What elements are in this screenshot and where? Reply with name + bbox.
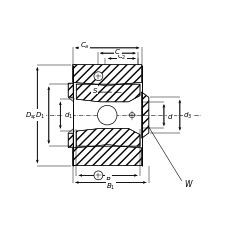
Polygon shape xyxy=(72,145,141,166)
Text: $B_1$: $B_1$ xyxy=(106,181,115,191)
Circle shape xyxy=(94,72,102,81)
Text: $B$: $B$ xyxy=(104,174,111,183)
Polygon shape xyxy=(72,65,141,87)
Polygon shape xyxy=(68,84,72,98)
Text: $C_a$: $C_a$ xyxy=(79,41,89,51)
Text: $d_3$: $d_3$ xyxy=(183,111,192,121)
Polygon shape xyxy=(76,129,139,147)
Polygon shape xyxy=(68,133,72,147)
Circle shape xyxy=(94,171,102,180)
Text: $d_1$: $d_1$ xyxy=(63,111,72,121)
Text: $d$: $d$ xyxy=(166,111,173,120)
Circle shape xyxy=(97,106,117,125)
Text: $C_2$: $C_2$ xyxy=(117,51,126,61)
Text: $D_{sp}$: $D_{sp}$ xyxy=(25,110,37,121)
Text: $C$: $C$ xyxy=(114,47,121,56)
Polygon shape xyxy=(141,93,148,139)
Polygon shape xyxy=(76,85,139,102)
Text: $D_1$: $D_1$ xyxy=(35,111,45,121)
Text: $S$: $S$ xyxy=(91,86,98,95)
Text: $W$: $W$ xyxy=(183,177,193,188)
